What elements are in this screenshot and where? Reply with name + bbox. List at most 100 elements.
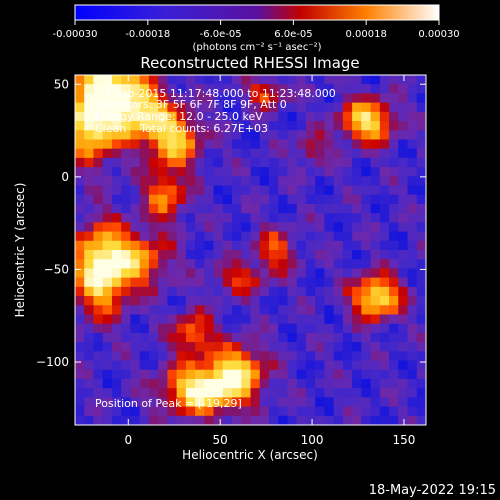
heatmap-cell (324, 167, 335, 177)
heatmap-cell (342, 406, 353, 417)
heatmap-cell (259, 111, 270, 122)
heatmap-cell (241, 231, 251, 242)
heatmap-cell (75, 130, 85, 140)
heatmap-cell (241, 332, 251, 343)
heatmap-cell (416, 111, 427, 122)
heatmap-cell (111, 240, 122, 251)
heatmap-cell (296, 314, 307, 325)
heatmap-cell (167, 415, 178, 426)
heatmap-cell (130, 203, 141, 214)
heatmap-cell (278, 305, 288, 315)
heatmap-cell (305, 369, 316, 380)
heatmap-cell (241, 84, 251, 94)
heatmap-cell (305, 342, 316, 352)
heatmap-cell (268, 250, 279, 260)
heatmap-cell (222, 314, 233, 325)
heatmap-cell (278, 351, 288, 362)
heatmap-cell (296, 296, 307, 306)
heatmap-cell (398, 148, 409, 159)
heatmap-cell (204, 75, 215, 85)
heatmap-cell (315, 240, 325, 251)
heatmap-cell (130, 240, 141, 251)
heatmap-cell (389, 250, 399, 260)
heatmap-cell (268, 259, 279, 269)
heatmap-cell (416, 323, 427, 334)
heatmap-cell (296, 378, 307, 389)
heatmap-cell (268, 314, 279, 325)
heatmap-cell (148, 139, 159, 150)
heatmap-cell (259, 268, 270, 279)
heatmap-cell (185, 121, 196, 131)
heatmap-cell (379, 259, 390, 269)
heatmap-cell (213, 250, 224, 260)
heatmap-cell (84, 259, 94, 269)
heatmap-cell (139, 332, 150, 343)
heatmap-cell (407, 130, 418, 140)
heatmap-cell (342, 148, 353, 159)
heatmap-cell (167, 93, 178, 104)
heatmap-cell (195, 139, 205, 150)
heatmap-cell (287, 286, 298, 297)
heatmap-cell (121, 250, 131, 260)
heatmap-cell (93, 296, 104, 306)
heatmap-cell (352, 305, 362, 315)
heatmap-cell (389, 222, 399, 233)
heatmap-cell (407, 139, 418, 150)
heatmap-cell (93, 93, 104, 104)
heatmap-cell (305, 250, 316, 260)
heatmap-cell (296, 250, 307, 260)
heatmap-cell (148, 231, 159, 242)
heatmap-cell (204, 342, 215, 352)
heatmap-cell (361, 231, 372, 242)
heatmap-cell (139, 102, 150, 113)
heatmap-cell (139, 360, 150, 371)
heatmap-cell (93, 277, 104, 288)
heatmap-cell (305, 157, 316, 168)
heatmap-cell (195, 351, 205, 362)
heatmap-cell (158, 351, 168, 362)
heatmap-cell (379, 194, 390, 205)
heatmap-cell (324, 342, 335, 352)
heatmap-cell (268, 332, 279, 343)
plot-frame (74, 74, 427, 426)
heatmap-cell (139, 167, 150, 177)
heatmap-cell (250, 406, 261, 417)
heatmap-cell (361, 75, 372, 85)
heatmap-cell (232, 342, 242, 352)
heatmap-cell (139, 323, 150, 334)
heatmap-cell (111, 222, 122, 233)
heatmap-cell (259, 342, 270, 352)
heatmap-cell (407, 323, 418, 334)
heatmap-cell (232, 268, 242, 279)
heatmap-cell (213, 139, 224, 150)
heatmap-cell (305, 268, 316, 279)
heatmap-cell (370, 296, 381, 306)
heatmap-cell (398, 314, 409, 325)
heatmap-cell (121, 130, 131, 140)
heatmap-cell (111, 176, 122, 187)
heatmap-cell (361, 296, 372, 306)
heatmap-cell (232, 176, 242, 187)
heatmap-cell (315, 351, 325, 362)
heatmap-cell (148, 259, 159, 269)
heatmap-cell (204, 277, 215, 288)
heatmap-cell (148, 388, 159, 398)
heatmap-cell (158, 415, 168, 426)
heatmap-cell (158, 130, 168, 140)
heatmap-cell (121, 185, 131, 196)
heatmap-cell (324, 213, 335, 223)
heatmap-cell (185, 213, 196, 223)
heatmap-cell (379, 157, 390, 168)
heatmap-cell (139, 397, 150, 408)
heatmap-cell (407, 222, 418, 233)
heatmap-cell (342, 213, 353, 223)
heatmap-cell (84, 167, 94, 177)
heatmap-cell (148, 369, 159, 380)
heatmap-cell (111, 286, 122, 297)
heatmap-cell (342, 342, 353, 352)
heatmap-cell (315, 139, 325, 150)
heatmap-cell (130, 378, 141, 389)
heatmap-cell (176, 323, 187, 334)
heatmap-cell (111, 342, 122, 352)
heatmap-cell (204, 130, 215, 140)
